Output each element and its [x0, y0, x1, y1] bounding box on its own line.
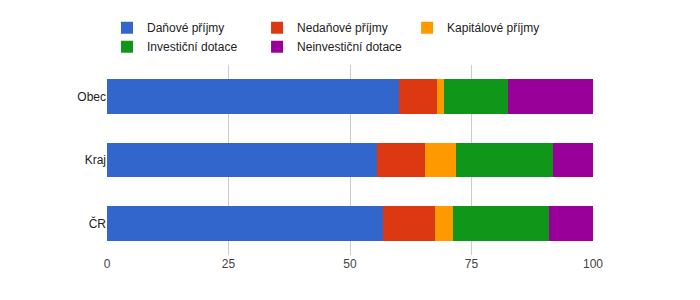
svg-text:Neinvestiční dotace: Neinvestiční dotace: [297, 40, 402, 54]
svg-text:Kraj: Kraj: [85, 153, 106, 167]
svg-text:Investiční dotace: Investiční dotace: [147, 40, 237, 54]
svg-text:25: 25: [222, 257, 236, 271]
svg-text:75: 75: [465, 257, 479, 271]
svg-text:Obec: Obec: [77, 90, 106, 104]
svg-text:ČR: ČR: [89, 216, 107, 231]
svg-text:Kapitálové příjmy: Kapitálové příjmy: [447, 21, 539, 35]
svg-text:50: 50: [343, 257, 357, 271]
svg-text:Daňové příjmy: Daňové příjmy: [147, 21, 224, 35]
svg-text:0: 0: [104, 257, 111, 271]
svg-text:Nedaňové příjmy: Nedaňové příjmy: [297, 21, 388, 35]
svg-text:100: 100: [583, 257, 603, 271]
